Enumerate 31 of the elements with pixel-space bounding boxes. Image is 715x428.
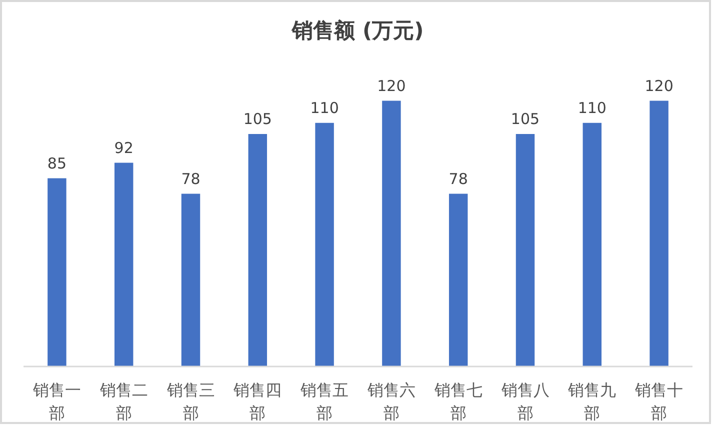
bar: [582, 122, 602, 366]
data-label: 78: [448, 170, 468, 188]
x-tick-label: 销售六部: [366, 380, 416, 422]
chart-title: 销售额 (万元): [291, 18, 424, 42]
x-tick-label: 销售二部: [98, 380, 148, 422]
x-tick-label: 销售四部: [232, 380, 282, 422]
data-label: 92: [114, 138, 134, 157]
bar: [248, 134, 268, 366]
x-tick-label: 销售三部: [166, 380, 215, 422]
data-label: 85: [47, 154, 66, 172]
x-tick-label: 销售七部: [433, 380, 482, 422]
bar: [315, 122, 334, 366]
data-label: 120: [644, 76, 674, 95]
data-label: 120: [377, 76, 406, 95]
bar: [48, 178, 66, 366]
data-label: 78: [181, 170, 200, 188]
x-tick-label: 销售十部: [634, 380, 684, 422]
bar: [382, 100, 401, 366]
data-label: 105: [510, 110, 540, 128]
x-tick-label: 销售一部: [32, 380, 81, 422]
bar: [448, 194, 468, 366]
bar: [181, 194, 200, 366]
data-label: 110: [578, 98, 606, 117]
bar: [114, 162, 134, 366]
bar: [516, 134, 535, 366]
x-tick-label: 销售八部: [500, 380, 550, 422]
x-tick-label: 销售五部: [300, 380, 349, 422]
data-label: 110: [310, 98, 339, 117]
x-tick-label: 销售九部: [567, 380, 616, 422]
bar: [650, 100, 668, 366]
data-label: 105: [243, 110, 272, 128]
